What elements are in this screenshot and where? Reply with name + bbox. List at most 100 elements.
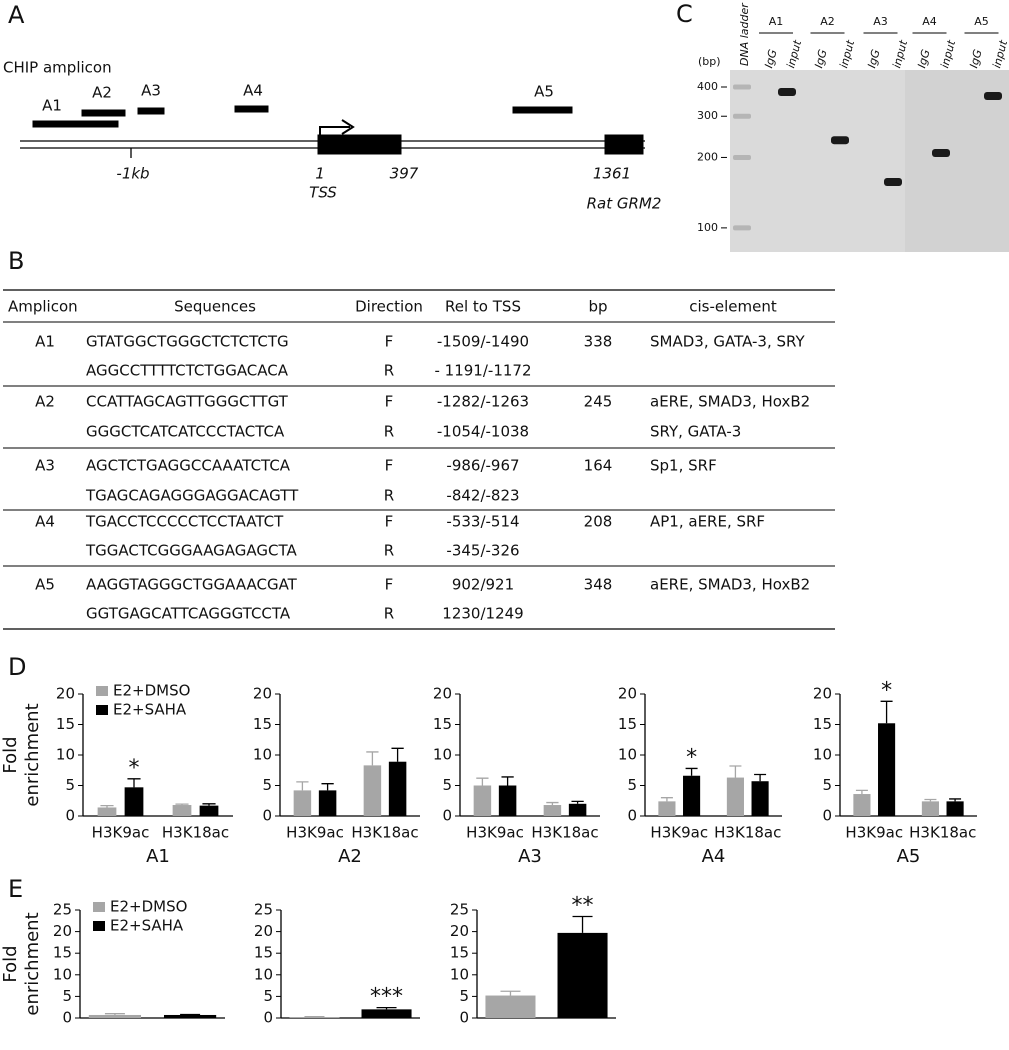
amplicon-bar	[512, 106, 573, 114]
significance: *	[686, 745, 697, 770]
y-tick-label: 0	[262, 807, 272, 825]
error-bar	[501, 776, 514, 786]
bar	[318, 790, 337, 816]
y-tick-label: 20	[618, 685, 637, 703]
lane-label: IgG	[762, 48, 779, 69]
error-bar	[391, 747, 404, 762]
amplicon-label: A1	[42, 97, 62, 115]
y-tick-label: 15	[813, 715, 832, 733]
position-label: TSS	[309, 184, 337, 202]
exon	[604, 134, 644, 155]
bar	[124, 787, 144, 816]
table-header: Amplicon	[8, 298, 78, 316]
table-cell: - 1191/-1172	[435, 362, 532, 380]
error-bar	[476, 777, 489, 786]
y-tick-label: 10	[56, 746, 75, 764]
y-tick-label: 0	[627, 807, 637, 825]
table-cell: F	[385, 333, 394, 351]
lane-label: IgG	[812, 48, 829, 69]
error-bar	[729, 765, 742, 778]
y-tick-label: 10	[618, 746, 637, 764]
table-cell: 245	[584, 393, 613, 411]
legend-label: E2+SAHA	[113, 701, 187, 719]
y-tick-label: 20	[450, 922, 469, 940]
table-header: bp	[588, 298, 607, 316]
x-axis-title: A2	[141, 1048, 165, 1050]
gel-unit: (bp)	[698, 55, 721, 68]
table-cell: -1509/-1490	[437, 333, 529, 351]
y-tick-label: 5	[263, 987, 273, 1005]
y-tick-label: 0	[62, 1009, 72, 1027]
y-tick-label: 25	[254, 901, 273, 919]
gel-band	[932, 148, 950, 157]
panel-label: A	[8, 1, 25, 29]
table-cell: 348	[584, 576, 613, 594]
lane-label: input	[784, 38, 804, 69]
lane-label: input	[837, 38, 857, 69]
amplicon-bar	[137, 107, 165, 115]
table-cell: 902/921	[452, 576, 514, 594]
error-bar	[660, 797, 673, 802]
y-tick-label: 0	[442, 807, 452, 825]
y-tick-label: 15	[53, 944, 72, 962]
error-bar	[175, 803, 189, 806]
tss-arrowhead	[341, 119, 355, 135]
x-axis-title: A1	[146, 846, 170, 867]
y-tick-label: 15	[433, 715, 452, 733]
lane-label: input	[938, 38, 958, 69]
ladder-band	[733, 84, 751, 90]
table-cell: 208	[584, 513, 613, 531]
position-label: 397	[390, 165, 419, 183]
y-tick-label: 10	[813, 746, 832, 764]
bar	[751, 781, 769, 816]
legend-label: E2+DMSO	[113, 682, 190, 700]
table-cell: R	[384, 362, 394, 380]
error-bar	[500, 990, 521, 996]
y-tick-label: 20	[254, 922, 273, 940]
lane-group-label: A3	[873, 15, 888, 28]
y-tick-label: 15	[450, 944, 469, 962]
x-tick-label: H3K9ac	[650, 824, 708, 842]
position-label: 1	[315, 165, 325, 183]
table-cell: R	[384, 542, 394, 560]
ladder-band	[733, 154, 751, 160]
position-label: -1kb	[116, 165, 149, 183]
bar	[388, 761, 407, 816]
bar	[946, 801, 964, 816]
table-cell: CCATTAGCAGTTGGGCTTGT	[86, 393, 289, 411]
gel-band	[884, 178, 902, 187]
table-cell: GTATGGCTGGGCTCTCTCTG	[86, 333, 289, 351]
x-axis-title: A4	[339, 1048, 363, 1050]
amplicon-label: A4	[243, 82, 263, 100]
y-tick-label: 10	[254, 965, 273, 983]
y-tick-label: 0	[263, 1009, 273, 1027]
table-cell: -533/-514	[446, 513, 519, 531]
table-cell: GGTGAGCATTCAGGGTCCTA	[86, 605, 291, 623]
y-tick-label: 0	[65, 807, 75, 825]
x-tick-label: H3K18ac	[714, 824, 781, 842]
table-cell: aERE, SMAD3, HoxB2	[650, 576, 810, 594]
x-tick-label: H3K18ac	[909, 824, 976, 842]
error-bar	[571, 800, 584, 804]
error-bar	[880, 700, 893, 724]
significance: *	[129, 756, 140, 781]
table-cell: 164	[584, 457, 613, 475]
legend-label: E2+DMSO	[110, 898, 187, 916]
panel-label: C	[676, 0, 693, 28]
x-axis-title: A4	[702, 846, 726, 867]
x-tick-label: H3K18ac	[351, 824, 418, 842]
amplicon-bar	[32, 120, 119, 128]
y-tick-label: 5	[65, 776, 75, 794]
y-tick-label: 10	[433, 746, 452, 764]
x-tick-label: H3K9ac	[92, 824, 150, 842]
bar	[543, 805, 562, 816]
genome-map	[20, 105, 645, 158]
error-bar	[127, 778, 141, 788]
table-cell: SRY, GATA-3	[650, 423, 741, 441]
error-bar	[754, 773, 767, 782]
amplicon-bar	[81, 109, 126, 117]
y-tick-label: 15	[253, 715, 272, 733]
table-cell: TGACCTCCCCCTCCTAATCT	[85, 513, 284, 531]
lane-label: input	[990, 38, 1009, 69]
table-cell: A4	[35, 513, 55, 531]
